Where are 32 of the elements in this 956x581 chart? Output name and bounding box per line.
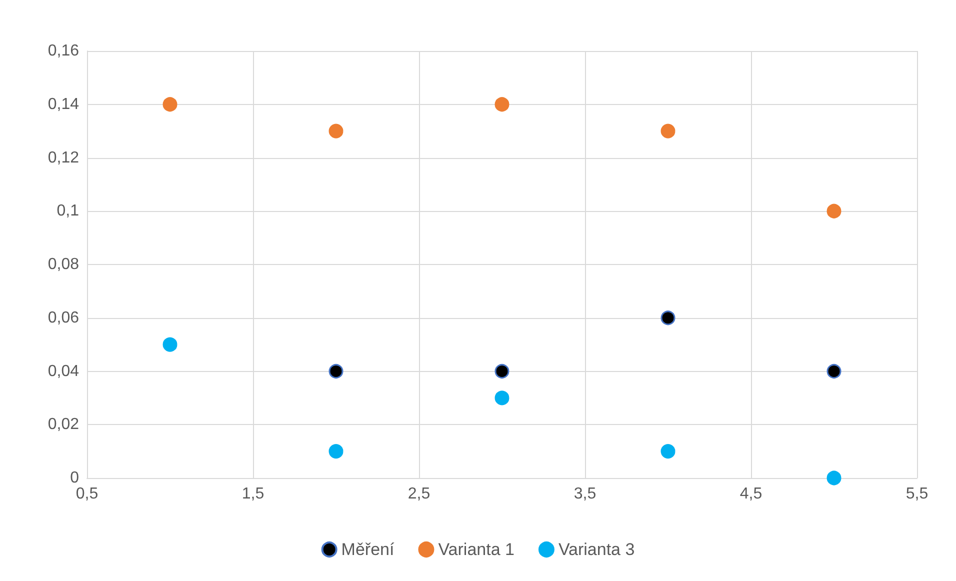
point xyxy=(660,444,676,459)
y-tick-label: 0,04 xyxy=(48,362,80,380)
x-tick-label: 3,5 xyxy=(574,486,596,502)
y-tick-label: 0,12 xyxy=(48,149,80,166)
point xyxy=(162,97,178,112)
point xyxy=(328,444,344,459)
point xyxy=(826,470,842,486)
y-tick-label: 0,06 xyxy=(48,309,80,326)
y-tick-label: 0,08 xyxy=(48,256,80,273)
x-tick-label: 5,5 xyxy=(906,486,928,502)
x-tick-label: 4,5 xyxy=(740,486,762,502)
legend-label: Varianta 3 xyxy=(558,540,635,559)
x-tick-label: 1,5 xyxy=(242,486,264,502)
point xyxy=(826,364,842,378)
point xyxy=(328,124,344,138)
x-tick-label: 0,5 xyxy=(76,486,98,502)
point xyxy=(660,124,676,138)
x-tick-label: 2,5 xyxy=(408,486,430,502)
y-tick-label: 0,02 xyxy=(48,416,80,434)
point xyxy=(494,364,510,378)
y-tick-label: 0 xyxy=(70,470,80,486)
legend-label: Varianta 1 xyxy=(438,540,514,559)
point xyxy=(660,310,676,326)
point xyxy=(328,364,344,378)
point xyxy=(494,390,510,406)
y-tick-label: 0,16 xyxy=(48,42,80,60)
legend-label: Měření xyxy=(341,540,394,559)
y-tick-label: 0,14 xyxy=(48,96,80,113)
point xyxy=(826,204,842,218)
point xyxy=(494,97,510,112)
y-tick-label: 0,1 xyxy=(56,202,80,220)
point xyxy=(162,337,178,352)
